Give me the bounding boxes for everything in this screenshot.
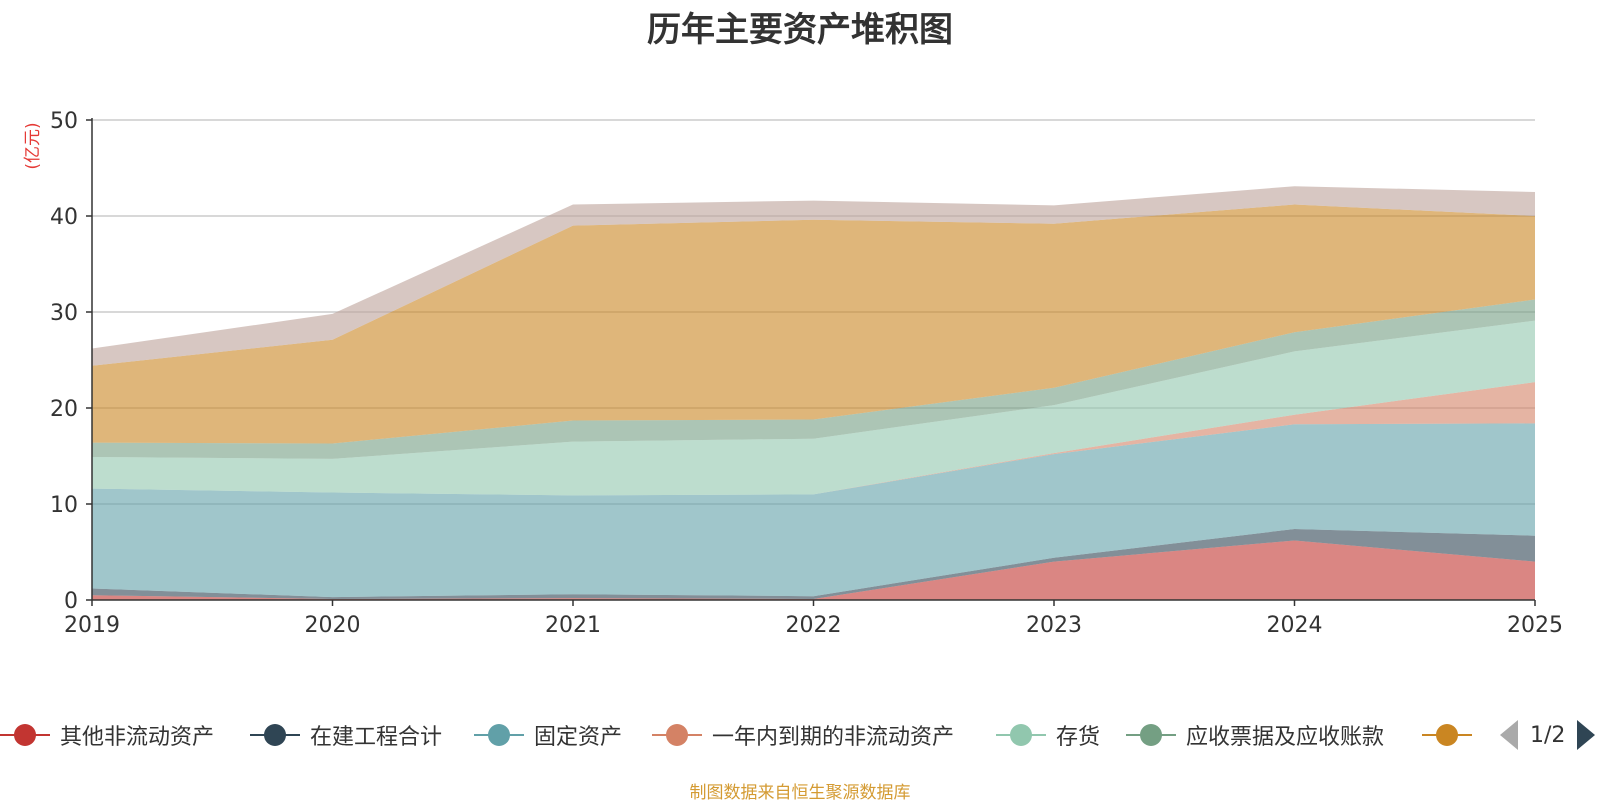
area-series-6 bbox=[92, 204, 1535, 444]
x-tick-label: 2024 bbox=[1267, 613, 1323, 638]
y-tick-label: 0 bbox=[64, 589, 78, 614]
legend-marker-icon bbox=[0, 720, 50, 750]
legend-item-construction-in-progress[interactable]: 在建工程合计 bbox=[250, 705, 442, 765]
area-series-5 bbox=[92, 299, 1535, 459]
y-tick-label: 30 bbox=[50, 301, 78, 326]
legend-marker-icon bbox=[652, 720, 702, 750]
legend-marker-icon bbox=[1126, 720, 1176, 750]
area-series-2 bbox=[92, 423, 1535, 598]
legend-label: 在建工程合计 bbox=[310, 725, 443, 750]
legend-item-other-noncurrent-assets[interactable]: 其他非流动资产 bbox=[0, 705, 214, 765]
area-series-4 bbox=[92, 320, 1535, 496]
legend-label: 其他非流动资产 bbox=[60, 725, 215, 750]
legend: 其他非流动资产 在建工程合计 固定资产 一年内到期的非流动资产 存货 bbox=[0, 705, 1600, 765]
y-axis-label: (亿元) bbox=[23, 122, 43, 169]
triangle-right-icon[interactable] bbox=[1577, 720, 1596, 750]
y-tick-label: 50 bbox=[50, 109, 78, 134]
legend-label: 固定资产 bbox=[534, 725, 623, 750]
area-series-1 bbox=[92, 529, 1535, 599]
legend-item-fixed-assets[interactable]: 固定资产 bbox=[474, 705, 622, 765]
legend-marker-icon bbox=[996, 720, 1046, 750]
legend-item-unnamed-series[interactable] bbox=[1422, 705, 1482, 765]
legend-page-indicator: 1/2 bbox=[1530, 722, 1566, 748]
legend-marker-icon bbox=[250, 720, 300, 750]
y-tick-label: 10 bbox=[50, 493, 78, 518]
legend-pager: 1/2 bbox=[1500, 705, 1596, 765]
legend-marker-icon bbox=[474, 720, 524, 750]
y-tick-label: 20 bbox=[50, 397, 78, 422]
legend-marker-icon bbox=[1422, 720, 1472, 750]
x-tick-label: 2019 bbox=[64, 613, 120, 638]
legend-item-receivables[interactable]: 应收票据及应收账款 bbox=[1126, 705, 1384, 765]
legend-item-inventory[interactable]: 存货 bbox=[996, 705, 1100, 765]
chart-title: 历年主要资产堆积图 bbox=[647, 10, 953, 50]
legend-label: 一年内到期的非流动资产 bbox=[712, 725, 955, 750]
x-tick-label: 2025 bbox=[1507, 613, 1563, 638]
x-tick-label: 2022 bbox=[786, 613, 842, 638]
legend-label: 存货 bbox=[1056, 725, 1101, 750]
legend-label: 应收票据及应收账款 bbox=[1186, 725, 1385, 750]
legend-item-current-portion-noncurrent-assets[interactable]: 一年内到期的非流动资产 bbox=[652, 705, 954, 765]
area-series-0 bbox=[92, 540, 1535, 600]
x-tick-label: 2020 bbox=[305, 613, 361, 638]
triangle-left-icon[interactable] bbox=[1500, 720, 1518, 750]
chart-plot: 0 10 20 30 40 50 2019 2020 2021 2022 2023 2024 2025 (… bbox=[23, 109, 1563, 638]
area-series-7 bbox=[92, 186, 1535, 366]
x-tick-label: 2021 bbox=[545, 613, 601, 638]
y-tick-label: 40 bbox=[50, 205, 78, 230]
source-note: 制图数据来自恒生聚源数据库 bbox=[689, 783, 911, 803]
x-tick-label: 2023 bbox=[1026, 613, 1082, 638]
